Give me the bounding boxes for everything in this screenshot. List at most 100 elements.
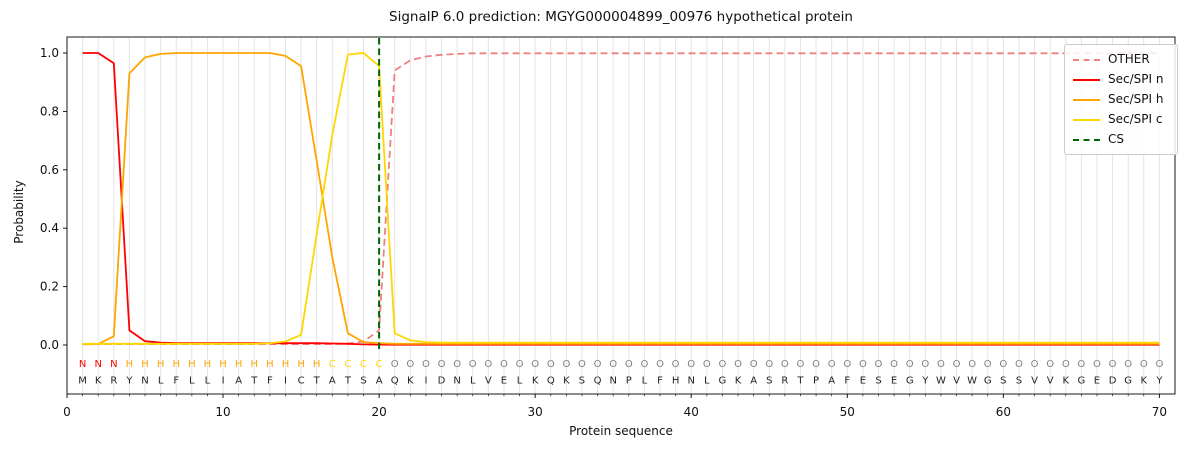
region-label-letter: O — [890, 359, 898, 370]
region-label-letter: O — [500, 359, 508, 370]
region-label-letter: O — [1093, 359, 1101, 370]
x-tick-label: 40 — [684, 405, 699, 419]
legend-entry-label: OTHER — [1108, 52, 1150, 66]
axes-spines — [66, 36, 1176, 395]
region-label-letter: H — [297, 359, 305, 370]
residue-letter: K — [407, 376, 414, 387]
region-label-letter: O — [1077, 359, 1085, 370]
residue-letter: F — [657, 376, 663, 387]
region-label-letter: O — [750, 359, 758, 370]
region-label-letter: N — [79, 359, 86, 370]
region-label-letter: C — [329, 359, 336, 370]
legend-entry-label: Sec/SPI c — [1108, 112, 1163, 126]
residue-letter: L — [158, 376, 164, 387]
residue-letter: G — [906, 376, 914, 387]
legend-line-sample — [1073, 98, 1100, 101]
region-label-letter: O — [687, 359, 695, 370]
region-label-letter: O — [625, 359, 633, 370]
region-label-letter: O — [1046, 359, 1054, 370]
region-label-letter: O — [984, 359, 992, 370]
x-tick-label: 0 — [63, 405, 71, 419]
residue-letter: L — [205, 376, 211, 387]
series-line-sec-spi-n — [82, 52, 1160, 346]
region-label-letter: C — [360, 359, 367, 370]
residue-letter: S — [1000, 376, 1006, 387]
residue-letter: P — [626, 376, 632, 387]
chart-title: SignalP 6.0 prediction: MGYG000004899_00… — [389, 9, 853, 25]
region-label-letter: H — [266, 359, 274, 370]
legend-entry-sec-spi-h: Sec/SPI h — [1073, 92, 1169, 107]
residue-letter: D — [1109, 376, 1117, 387]
residue-letter: S — [1016, 376, 1022, 387]
residue-letter: I — [284, 376, 287, 387]
region-label-letter: O — [469, 359, 477, 370]
region-label-letter: O — [640, 359, 648, 370]
residue-letter: A — [376, 376, 383, 387]
y-tick-label: 0.0 — [40, 338, 59, 352]
residue-letter: L — [470, 376, 476, 387]
residue-letter: G — [1124, 376, 1132, 387]
region-label-letter: O — [875, 359, 883, 370]
residue-letter: L — [189, 376, 195, 387]
region-label-letter: O — [438, 359, 446, 370]
region-label-letter: C — [376, 359, 383, 370]
region-label-letter: H — [235, 359, 243, 370]
y-tick-label: 0.8 — [40, 104, 59, 118]
residue-letter: W — [967, 376, 977, 387]
region-label-letter: O — [547, 359, 555, 370]
y-tick-label: 1.0 — [40, 46, 59, 60]
x-tick-label: 70 — [1152, 405, 1167, 419]
residue-letter: Q — [547, 376, 555, 387]
region-label-letter: O — [843, 359, 851, 370]
legend-entry-label: CS — [1108, 132, 1124, 146]
region-label-letter: O — [765, 359, 773, 370]
region-label-letter: H — [251, 359, 259, 370]
y-tick-label: 0.6 — [40, 163, 59, 177]
residue-letter: K — [735, 376, 742, 387]
residue-letter: S — [579, 376, 585, 387]
region-label-letter: O — [1109, 359, 1117, 370]
residue-letter: F — [844, 376, 850, 387]
legend-line-sample — [1073, 78, 1100, 81]
region-label-letter: N — [94, 359, 101, 370]
legend-entry-cs: CS — [1073, 132, 1169, 147]
residue-letter: A — [235, 376, 242, 387]
region-label-letter: O — [734, 359, 742, 370]
residue-letter: S — [875, 376, 881, 387]
region-label-letter: O — [516, 359, 524, 370]
residue-letter: N — [453, 376, 460, 387]
residue-letter: S — [360, 376, 366, 387]
region-label-letter: O — [921, 359, 929, 370]
x-axis-label: Protein sequence — [569, 424, 673, 438]
residue-letter: G — [984, 376, 992, 387]
residue-letter: V — [485, 376, 492, 387]
region-label-letter: O — [609, 359, 617, 370]
legend-entry-label: Sec/SPI h — [1108, 92, 1164, 106]
residue-letter: E — [860, 376, 866, 387]
region-label-letter: H — [172, 359, 180, 370]
region-label-letter: O — [718, 359, 726, 370]
residue-letter: H — [672, 376, 680, 387]
x-tick-label: 50 — [840, 405, 855, 419]
residue-letter: S — [766, 376, 772, 387]
legend-line-sample — [1073, 138, 1100, 141]
region-label-letter: O — [656, 359, 664, 370]
legend-box: OTHER Sec/SPI n Sec/SPI h Sec/SPI c CS — [1064, 44, 1178, 155]
region-label-letter: O — [1124, 359, 1132, 370]
series-line-sec-spi-c — [82, 52, 1160, 345]
region-label-letter: O — [531, 359, 539, 370]
region-label-letter: O — [797, 359, 805, 370]
residue-letter: E — [1094, 376, 1100, 387]
residue-letter: V — [953, 376, 960, 387]
residue-letter: Y — [125, 376, 133, 387]
residue-letter: K — [95, 376, 102, 387]
residue-letter: Y — [921, 376, 929, 387]
region-label-letter: H — [204, 359, 212, 370]
legend-entry-sec-spi-c: Sec/SPI c — [1073, 112, 1169, 127]
legend-line-sample — [1073, 58, 1100, 61]
residue-letter: V — [1031, 376, 1038, 387]
residue-letter: K — [1141, 376, 1148, 387]
residue-letter: E — [501, 376, 507, 387]
residue-letter: I — [424, 376, 427, 387]
